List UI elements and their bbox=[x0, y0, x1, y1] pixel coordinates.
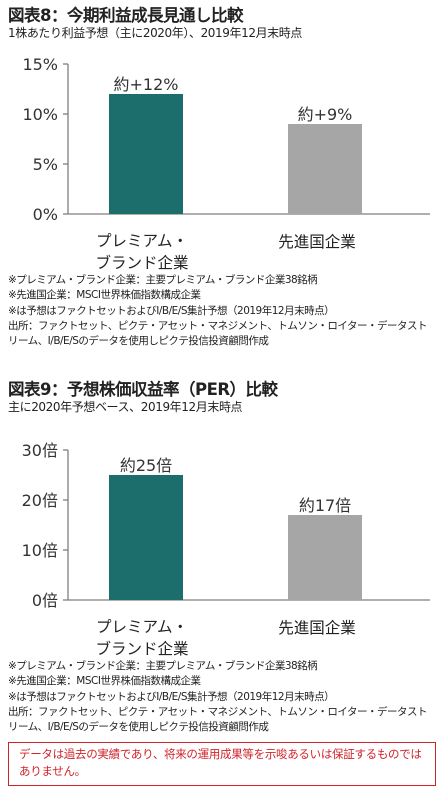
chart2-note: ※先進国企業：MSCI世界株価指数構成企業 bbox=[8, 675, 201, 688]
y-tick-label: 5% bbox=[33, 155, 58, 174]
chart2-note: 出所：ファクトセット、ピクテ・アセット・マネジメント、トムソン・ロイター・データ… bbox=[8, 705, 427, 718]
bar bbox=[288, 515, 362, 600]
bar bbox=[109, 94, 183, 214]
chart1-plot: 0% 5% 10% 15% 約+12% プレミアム・ブランド企業 約+9% 先進国企業 bbox=[22, 55, 430, 272]
chart1-subtitle: 1株あたり利益予想（主に2020年）、2019年12月末時点 bbox=[8, 26, 302, 40]
chart2-note: ※は予想はファクトセットおよびI/B/E/S集計予想（2019年12月末時点） bbox=[8, 690, 335, 703]
chart1-note: ※プレミアム・ブランド企業：主要プレミアム・ブランド企業38銘柄 bbox=[8, 274, 318, 286]
chart1-notes: ※プレミアム・ブランド企業：主要プレミアム・ブランド企業38銘柄 ※先進国企業：… bbox=[8, 273, 440, 349]
bar bbox=[288, 124, 362, 214]
data-label: 約+12% bbox=[114, 75, 179, 94]
y-tick-label: 10% bbox=[22, 105, 58, 124]
bar bbox=[109, 475, 183, 600]
chart1-title: 図表8：今期利益成長見通し比較 bbox=[8, 6, 243, 25]
y-tick-label: 15% bbox=[22, 55, 58, 74]
chart2-note: リーム、I/B/E/Sのデータを使用しピクテ投信投資顧問作成 bbox=[8, 721, 269, 734]
chart2-notes: ※プレミアム・ブランド企業：主要プレミアム・ブランド企業38銘柄 ※先進国企業：… bbox=[8, 659, 440, 735]
y-tick-label: 10倍 bbox=[22, 541, 58, 560]
y-tick-label: 0% bbox=[33, 205, 58, 224]
y-tick-label: 30倍 bbox=[22, 441, 58, 460]
chart1-note: リーム、I/B/E/Sのデータを使用しピクテ投信投資顧問作成 bbox=[8, 335, 269, 348]
chart1-note: ※は予想はファクトセットおよびI/B/E/S集計予想（2019年12月末時点） bbox=[8, 304, 335, 317]
chart2-title: 図表9：予想株価収益率（PER）比較 bbox=[8, 380, 278, 399]
chart2-note: ※プレミアム・ブランド企業：主要プレミアム・ブランド企業38銘柄 bbox=[8, 660, 318, 672]
disclaimer-box: データは過去の実績であり、将来の運用成果等を示唆あるいは保証するものではありませ… bbox=[8, 742, 436, 786]
category-label: 先進国企業 bbox=[278, 619, 356, 637]
category-label: プレミアム・ bbox=[96, 232, 188, 250]
y-tick-label: 0倍 bbox=[32, 591, 58, 610]
chart1-note: 出所：ファクトセット、ピクテ・アセット・マネジメント、トムソン・ロイター・データ… bbox=[8, 319, 427, 332]
data-label: 約17倍 bbox=[299, 496, 351, 515]
category-label: 先進国企業 bbox=[278, 233, 356, 251]
chart1-note: ※先進国企業：MSCI世界株価指数構成企業 bbox=[8, 289, 201, 302]
data-label: 約+9% bbox=[298, 105, 353, 124]
category-label: プレミアム・ bbox=[96, 618, 188, 636]
y-tick-label: 20倍 bbox=[22, 491, 58, 510]
category-label: ブランド企業 bbox=[95, 253, 188, 272]
data-label: 約25倍 bbox=[120, 456, 172, 475]
category-label: ブランド企業 bbox=[95, 639, 188, 658]
chart2-subtitle: 主に2020年予想ベース、2019年12月末時点 bbox=[8, 400, 243, 414]
